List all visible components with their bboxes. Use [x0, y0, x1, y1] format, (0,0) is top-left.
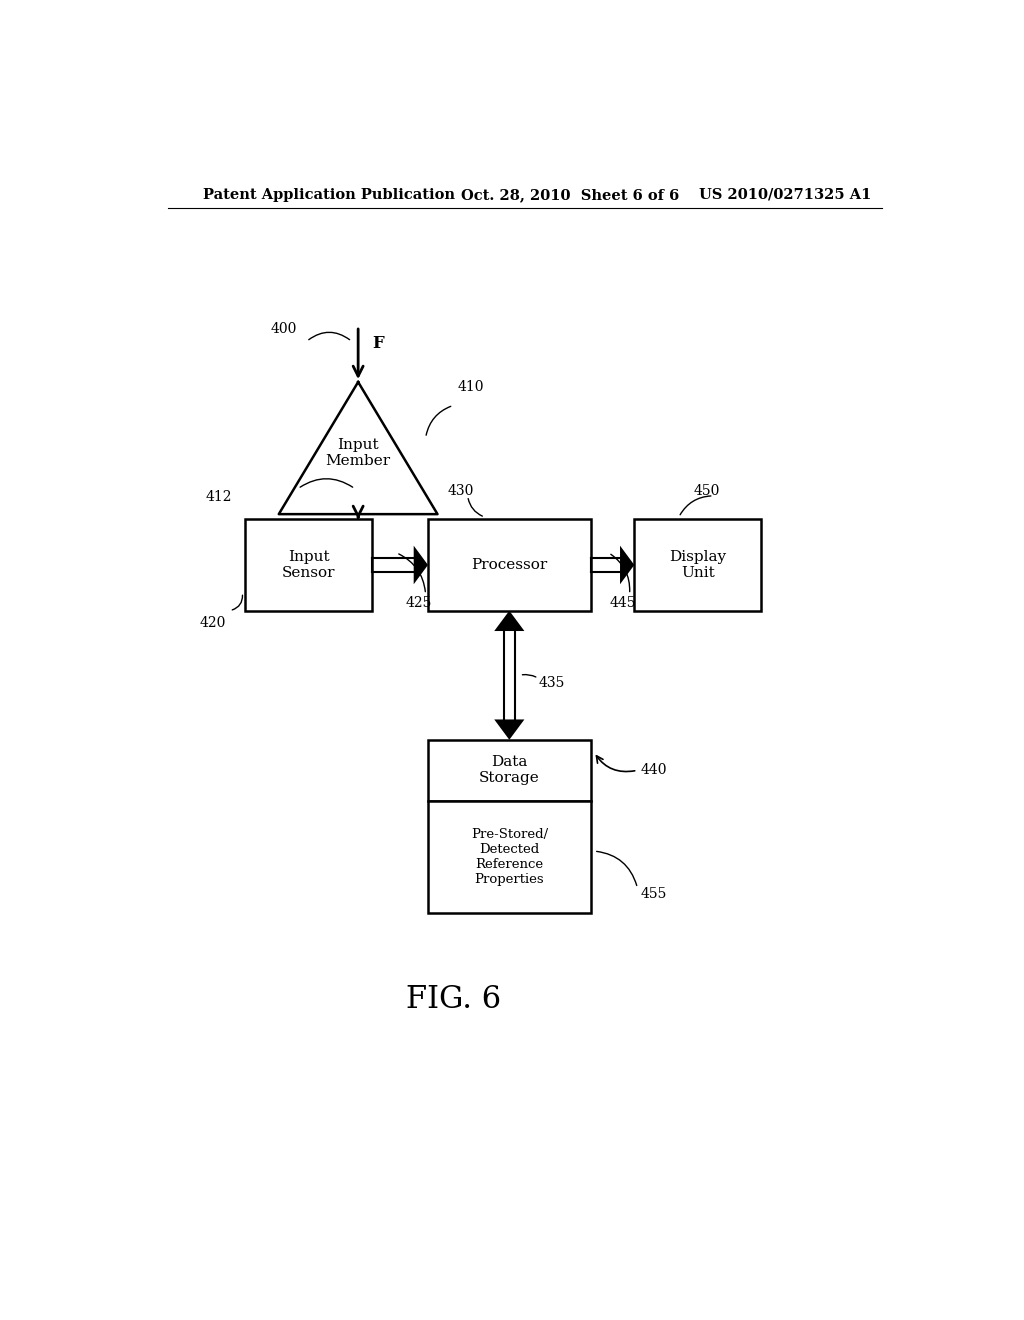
Text: 412: 412 — [206, 490, 232, 504]
Polygon shape — [495, 719, 524, 739]
Text: 445: 445 — [609, 595, 636, 610]
Polygon shape — [620, 545, 634, 585]
FancyBboxPatch shape — [428, 739, 591, 801]
Text: Data
Storage: Data Storage — [479, 755, 540, 785]
Polygon shape — [414, 545, 428, 585]
Text: FIG. 6: FIG. 6 — [406, 985, 501, 1015]
Text: Oct. 28, 2010  Sheet 6 of 6: Oct. 28, 2010 Sheet 6 of 6 — [461, 187, 680, 202]
Text: US 2010/0271325 A1: US 2010/0271325 A1 — [699, 187, 871, 202]
Text: Input
Sensor: Input Sensor — [283, 550, 336, 579]
Text: 440: 440 — [641, 763, 668, 777]
FancyBboxPatch shape — [246, 519, 373, 611]
Text: 435: 435 — [539, 676, 564, 690]
Polygon shape — [495, 611, 524, 631]
Text: 425: 425 — [406, 595, 432, 610]
Text: Input
Member: Input Member — [326, 438, 391, 469]
Text: Processor: Processor — [471, 558, 548, 572]
Text: 410: 410 — [458, 380, 484, 395]
Text: 450: 450 — [694, 483, 720, 498]
FancyBboxPatch shape — [634, 519, 761, 611]
Text: 400: 400 — [270, 322, 297, 337]
Text: Patent Application Publication: Patent Application Publication — [204, 187, 456, 202]
Text: 455: 455 — [641, 887, 667, 902]
FancyBboxPatch shape — [428, 519, 591, 611]
Text: 420: 420 — [200, 616, 226, 630]
Text: F: F — [373, 335, 384, 352]
Text: 430: 430 — [447, 483, 474, 498]
FancyBboxPatch shape — [428, 801, 591, 912]
Text: Pre-Stored/
Detected
Reference
Properties: Pre-Stored/ Detected Reference Propertie… — [471, 828, 548, 886]
Text: Display
Unit: Display Unit — [670, 550, 726, 579]
